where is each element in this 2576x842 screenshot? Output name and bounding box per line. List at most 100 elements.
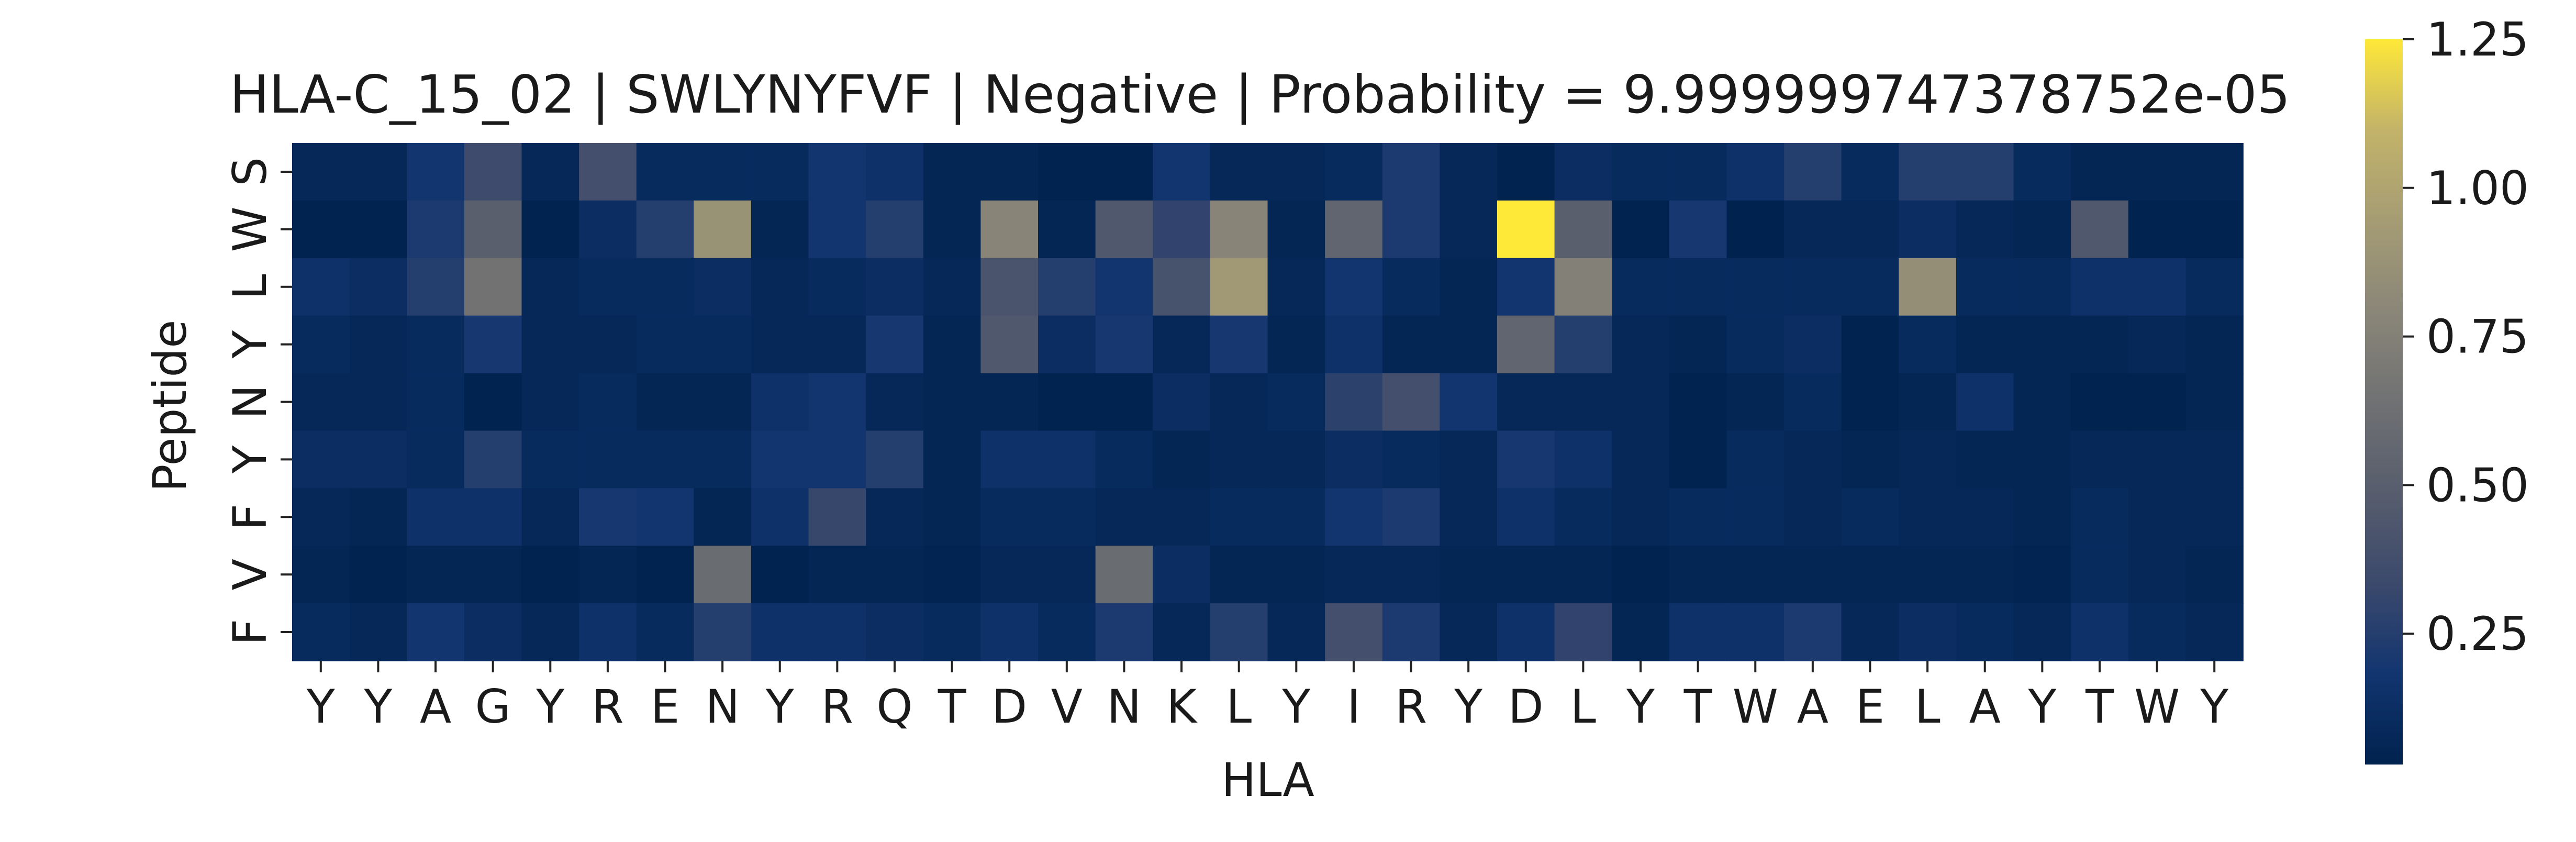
heatmap-cell: [1784, 488, 1842, 547]
heatmap-cell: [579, 200, 637, 259]
heatmap-cell: [980, 488, 1039, 547]
heatmap-cell: [866, 430, 924, 489]
heatmap-cell: [2185, 488, 2244, 547]
heatmap-cell: [1497, 430, 1555, 489]
heatmap-cell: [1726, 200, 1785, 259]
heatmap-cell: [1784, 373, 1842, 431]
heatmap-cell: [636, 603, 695, 661]
heatmap-cell: [1669, 546, 1727, 604]
y-tick-label: L: [223, 274, 277, 300]
heatmap-cell: [1038, 315, 1096, 374]
heatmap-cell: [1956, 603, 2014, 661]
heatmap-cell: [1956, 258, 2014, 316]
heatmap-cell: [579, 143, 637, 201]
heatmap-cell: [636, 488, 695, 547]
x-tick-label: Y: [306, 680, 335, 734]
heatmap-cell: [521, 488, 579, 547]
heatmap-cell: [1784, 315, 1842, 374]
heatmap-cell: [349, 488, 408, 547]
heatmap-cell: [1382, 143, 1441, 201]
heatmap-cell: [292, 488, 350, 547]
heatmap-cell: [1612, 488, 1670, 547]
heatmap-cell: [866, 603, 924, 661]
heatmap-cell: [808, 200, 866, 259]
heatmap-cell: [1267, 200, 1325, 259]
heatmap-cell: [521, 373, 579, 431]
heatmap-cell: [1497, 200, 1555, 259]
heatmap-cell: [521, 143, 579, 201]
heatmap-cell: [1841, 258, 1900, 316]
heatmap-cell: [2185, 258, 2244, 316]
heatmap-cell: [1899, 315, 1957, 374]
heatmap-cell: [1554, 258, 1613, 316]
heatmap-cell: [2013, 373, 2071, 431]
heatmap-cell: [1497, 315, 1555, 374]
heatmap-cell: [2128, 546, 2187, 604]
heatmap-cell: [980, 315, 1039, 374]
colorbar-tick-label: 1.00: [2426, 161, 2529, 215]
y-tick-label: Y: [223, 445, 277, 474]
heatmap-cell: [923, 430, 982, 489]
heatmap-cell: [1210, 200, 1268, 259]
heatmap-cell: [1554, 200, 1613, 259]
heatmap-cell: [980, 430, 1039, 489]
x-tick-label: K: [1166, 680, 1198, 734]
heatmap-cell: [923, 143, 982, 201]
heatmap-cell: [1899, 373, 1957, 431]
heatmap-cell: [2071, 200, 2129, 259]
heatmap-cell: [636, 143, 695, 201]
heatmap-cell: [1038, 200, 1096, 259]
heatmap-cell: [751, 430, 809, 489]
x-tick-label: N: [1107, 680, 1142, 734]
heatmap-cell: [1382, 258, 1441, 316]
heatmap-cell: [1210, 373, 1268, 431]
heatmap-cell: [1784, 200, 1842, 259]
heatmap-cell: [2071, 603, 2129, 661]
heatmap-cell: [866, 488, 924, 547]
heatmap-cell: [1899, 603, 1957, 661]
chart-title: HLA-C_15_02 | SWLYNYFVF | Negative | Pro…: [230, 64, 2290, 125]
heatmap-cell: [694, 546, 752, 604]
heatmap-cell: [1153, 200, 1211, 259]
heatmap-cell: [1095, 488, 1154, 547]
heatmap-cell: [1669, 200, 1727, 259]
heatmap-cell: [1153, 546, 1211, 604]
heatmap-cell: [1554, 546, 1613, 604]
heatmap-cell: [2128, 258, 2187, 316]
heatmap-cell: [579, 315, 637, 374]
x-tick-label: Q: [876, 680, 912, 734]
heatmap-cell: [1382, 430, 1441, 489]
heatmap-cell: [808, 603, 866, 661]
heatmap-cell: [866, 258, 924, 316]
colorbar-tick-label: 1.25: [2426, 13, 2529, 67]
heatmap-cell: [1095, 315, 1154, 374]
heatmap-cell: [1267, 258, 1325, 316]
heatmap-cell: [1325, 373, 1383, 431]
heatmap-cell: [1267, 143, 1325, 201]
heatmap-cell: [1267, 488, 1325, 547]
heatmap-cell: [1153, 258, 1211, 316]
heatmap-cell: [751, 488, 809, 547]
heatmap-cell: [751, 373, 809, 431]
heatmap-cell: [866, 373, 924, 431]
heatmap-cell: [751, 603, 809, 661]
x-tick-label: R: [592, 680, 623, 734]
heatmap-cell: [1841, 315, 1900, 374]
heatmap-cell: [2013, 200, 2071, 259]
heatmap-cell: [2185, 603, 2244, 661]
heatmap-cell: [521, 315, 579, 374]
heatmap-cell: [1841, 373, 1900, 431]
heatmap-cell: [1899, 258, 1957, 316]
heatmap-cell: [521, 200, 579, 259]
x-tick-label: W: [1733, 680, 1778, 734]
heatmap-cell: [1669, 143, 1727, 201]
heatmap-cell: [1899, 430, 1957, 489]
heatmap-cell: [407, 200, 465, 259]
x-tick-label: E: [1856, 680, 1885, 734]
heatmap-cell: [349, 258, 408, 316]
heatmap-cell: [349, 373, 408, 431]
heatmap-cell: [2013, 258, 2071, 316]
heatmap-cell: [1956, 373, 2014, 431]
x-tick-label: Y: [1626, 680, 1655, 734]
heatmap-cell: [579, 430, 637, 489]
